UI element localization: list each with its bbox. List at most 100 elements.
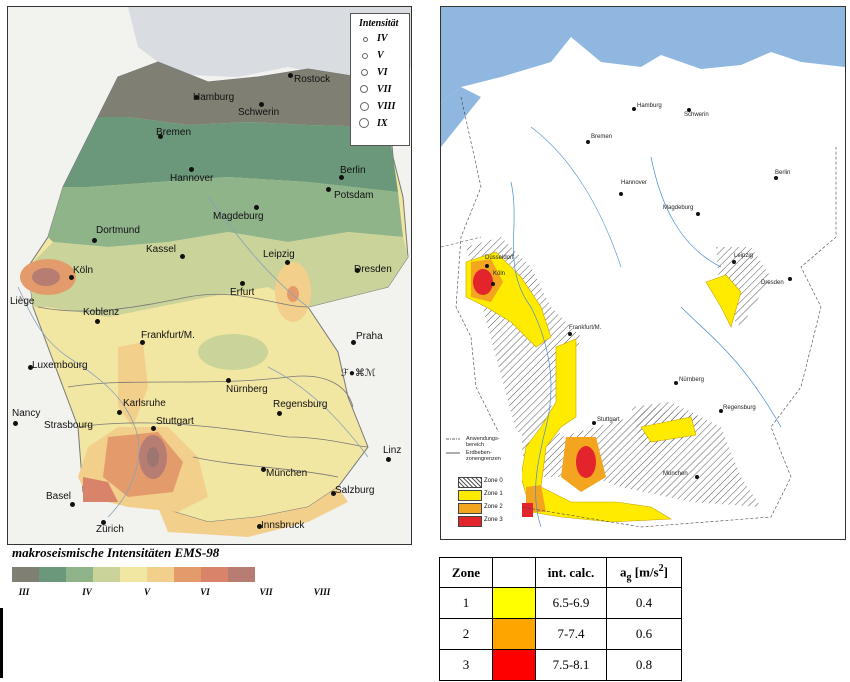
zone-cell: 2 xyxy=(439,618,493,650)
city-label: Liège xyxy=(10,296,35,307)
city-label: Dresden xyxy=(354,264,392,275)
city-dot xyxy=(696,212,700,216)
table-row: 3 7.5-8.1 0.8 xyxy=(439,649,682,681)
city-dot xyxy=(355,268,360,273)
zone-swatch xyxy=(458,490,482,501)
intensity-scale-bar xyxy=(12,567,255,582)
ag-cell: 0.6 xyxy=(606,618,682,650)
city-label: Stuttgart xyxy=(156,416,194,427)
circle-icon xyxy=(360,85,368,93)
scale-color-cell xyxy=(147,567,174,582)
city-label: Leipzig xyxy=(734,253,754,259)
city-dot xyxy=(226,378,231,383)
city-dot xyxy=(261,467,266,472)
scale-tick: V xyxy=(143,587,151,597)
city-label: Berlin xyxy=(340,165,366,176)
city-label: Bremen xyxy=(591,134,613,140)
scale-color-cell xyxy=(201,567,228,582)
legend-item: IV xyxy=(351,32,409,49)
zone-label: Zone 0 xyxy=(484,478,503,484)
legend-item: VI xyxy=(351,66,409,83)
city-dot xyxy=(619,192,623,196)
zone-cell: 1 xyxy=(439,587,493,619)
city-dot xyxy=(189,167,194,172)
city-label: Luxembourg xyxy=(32,360,88,371)
city-dot xyxy=(117,410,122,415)
city-label: Salzburg xyxy=(335,485,375,496)
city-dot xyxy=(687,108,691,112)
city-dot xyxy=(194,95,199,100)
city-dot xyxy=(277,411,282,416)
scale-tick: VIII xyxy=(313,587,331,597)
city-label: München xyxy=(266,468,308,479)
city-dot xyxy=(254,205,259,210)
city-dot xyxy=(101,520,106,525)
city-label: Regensburg xyxy=(723,405,756,411)
city-label: Schwerin xyxy=(238,107,280,118)
city-label: Regensburg xyxy=(273,399,328,410)
city-dot xyxy=(732,260,736,264)
intensity-legend: Intensität IV V VI VII VIII IX xyxy=(350,13,410,146)
city-dot xyxy=(695,475,699,479)
ag-exponent: 2 xyxy=(658,562,664,574)
scale-tick: VII xyxy=(259,587,273,597)
city-label: Innsbruck xyxy=(261,520,305,531)
scale-color-cell xyxy=(174,567,201,582)
city-dot xyxy=(140,340,145,345)
city-label: Magdeburg xyxy=(213,211,264,222)
city-label: Dresden xyxy=(761,280,784,286)
city-label: Potsdam xyxy=(334,190,374,201)
city-dot xyxy=(719,409,723,413)
city-dot xyxy=(568,332,572,336)
city-dot xyxy=(180,254,185,259)
city-label: Nancy xyxy=(12,408,41,419)
zone-cell: 3 xyxy=(439,649,493,681)
city-dot xyxy=(95,319,100,324)
map-symbols: ℱ●⌘ℳ xyxy=(341,368,376,379)
legend-text: zonengrenzen xyxy=(466,456,501,462)
color-cell xyxy=(492,649,536,681)
city-dot xyxy=(485,264,489,268)
city-label: Nürnberg xyxy=(226,384,268,395)
city-label: Strasbourg xyxy=(44,420,93,431)
zone-label: Zone 1 xyxy=(484,491,503,497)
intensity-map-graphic xyxy=(8,7,411,544)
city-label: Düsseldorf xyxy=(485,255,514,261)
table-row: 2 7-7.4 0.6 xyxy=(439,618,682,650)
city-label: Frankfurt/M. xyxy=(569,325,602,331)
legend-label: VIII xyxy=(377,101,396,112)
column-header: Zone xyxy=(439,557,493,588)
city-label: Basel xyxy=(46,491,72,502)
city-label: München xyxy=(663,471,688,477)
legend-item: V xyxy=(351,49,409,66)
boundary-line-icons xyxy=(446,438,460,454)
ag-cell: 0.8 xyxy=(606,649,682,681)
legend-label: IX xyxy=(377,118,388,129)
int-cell: 6.5-6.9 xyxy=(535,587,607,619)
legend-label: IV xyxy=(377,33,388,44)
zone-label: Zone 3 xyxy=(484,517,503,523)
legend-text: bereich xyxy=(466,442,485,448)
city-dot xyxy=(240,281,245,286)
city-dot xyxy=(70,502,75,507)
city-label: Köln xyxy=(73,265,94,276)
city-dot xyxy=(13,421,18,426)
city-label: Karlsruhe xyxy=(123,398,166,409)
intensity-map: Rostock Hamburg Schwerin Bremen Hannover… xyxy=(7,6,412,545)
city-dot xyxy=(774,176,778,180)
city-dot xyxy=(158,134,163,139)
city-dot xyxy=(632,107,636,111)
scale-title: makroseismische Intensitäten EMS-98 xyxy=(12,545,220,560)
zone-swatch xyxy=(458,503,482,514)
city-label: Köln xyxy=(493,271,506,277)
city-label: Rostock xyxy=(294,74,331,85)
city-dot xyxy=(151,426,156,431)
legend-title: Intensität xyxy=(359,18,399,29)
circle-icon xyxy=(362,53,368,59)
city-dot xyxy=(339,175,344,180)
city-dot xyxy=(331,491,336,496)
scale-color-cell xyxy=(66,567,93,582)
city-label: Hamburg xyxy=(193,92,235,103)
city-dot xyxy=(491,282,495,286)
city-dot xyxy=(285,260,290,265)
